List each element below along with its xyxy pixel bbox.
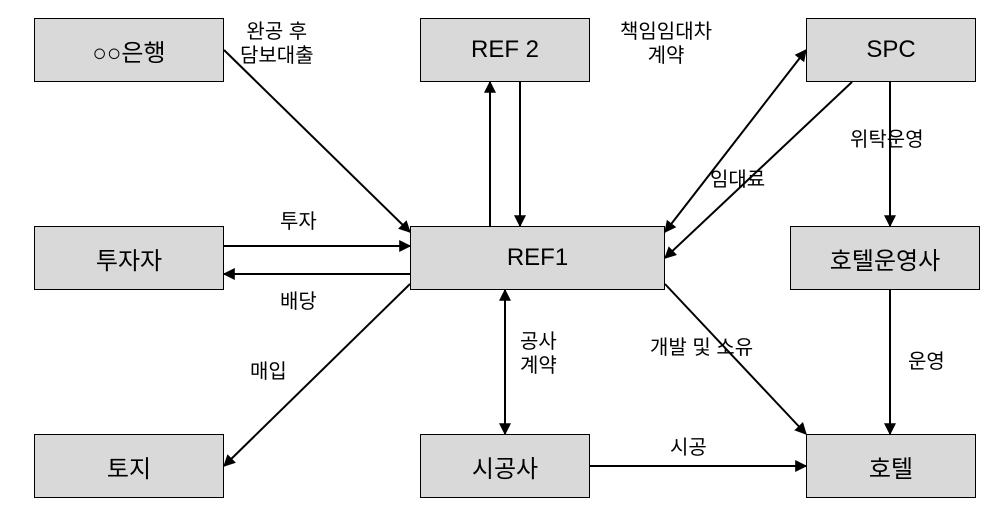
node-label-operator: 호텔운영사: [830, 241, 940, 276]
node-label-spc: SPC: [866, 36, 915, 64]
edge-bank-ref1: [224, 50, 410, 232]
node-builder: 시공사: [420, 434, 590, 498]
node-hotel: 호텔: [806, 434, 976, 498]
edge-ref1-spc: [665, 50, 806, 232]
node-label-bank: ○○은행: [92, 33, 165, 68]
edge-ref1-land: [224, 284, 410, 466]
node-land: 토지: [34, 434, 224, 498]
node-bank: ○○은행: [34, 18, 224, 82]
node-label-land: 토지: [107, 449, 151, 484]
node-label-builder: 시공사: [472, 449, 538, 484]
node-spc: SPC: [806, 18, 976, 82]
node-label-investor: 투자자: [96, 241, 162, 276]
node-label-hotel: 호텔: [869, 449, 913, 484]
node-label-ref2: REF 2: [471, 36, 539, 64]
node-operator: 호텔운영사: [790, 226, 980, 290]
node-label-ref1: REF1: [507, 244, 568, 272]
diagram-stage: 완공 후 담보대출책임임대차 계약임대료위탁운영운영투자배당매입공사 계약개발 …: [0, 0, 1008, 524]
node-ref2: REF 2: [420, 18, 590, 82]
node-investor: 투자자: [34, 226, 224, 290]
node-ref1: REF1: [410, 226, 665, 290]
edge-ref1-hotel: [665, 284, 806, 434]
